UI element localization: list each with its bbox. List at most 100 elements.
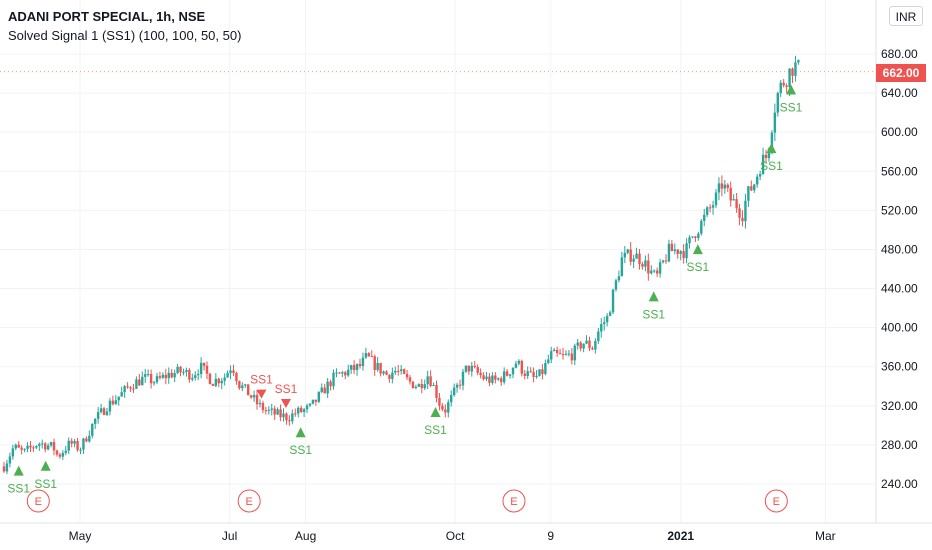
candle-body: [149, 374, 153, 384]
candle-body: [405, 373, 409, 378]
candle-body: [485, 376, 488, 380]
candle-body: [223, 377, 226, 381]
candle-body: [738, 208, 741, 218]
candle-body: [67, 440, 70, 451]
chart-title: ADANI PORT SPECIAL, 1h, NSE: [8, 9, 206, 24]
candle-body: [644, 260, 647, 267]
candle-body: [794, 62, 797, 76]
candle-body: [182, 372, 185, 374]
candle-body: [135, 379, 138, 389]
candle-body: [526, 371, 529, 376]
candle-body: [270, 408, 273, 410]
candle-body: [14, 444, 17, 449]
candle-body: [99, 408, 103, 413]
candle-body: [141, 376, 144, 386]
price-axis[interactable]: 680.00 640.00 600.00 560.00 520.00 480.00 440.…: [881, 47, 918, 491]
candle-body: [603, 322, 606, 325]
candle-body: [658, 262, 662, 274]
candle-body: [323, 387, 326, 394]
candle-body: [532, 371, 535, 377]
candle-body: [55, 450, 59, 455]
time-tick-label: May: [69, 529, 92, 543]
candle-body: [502, 371, 506, 383]
candle-body: [408, 377, 412, 382]
candle-body: [561, 354, 565, 356]
candle-body: [726, 184, 729, 188]
candle-body: [379, 362, 382, 374]
candle-body: [497, 378, 500, 380]
candle-body: [341, 372, 344, 374]
candle-body: [167, 372, 170, 379]
candle-body: [717, 183, 721, 193]
candle-body: [370, 356, 373, 358]
candle-body: [550, 351, 553, 360]
earnings-marker-label: E: [773, 496, 780, 508]
candle-body: [508, 374, 512, 376]
candle-body: [117, 396, 120, 401]
candle-body: [276, 409, 279, 415]
candle-body: [620, 257, 624, 277]
candle-body: [767, 148, 771, 159]
candle-body: [594, 341, 597, 350]
candle-body: [367, 353, 371, 357]
candle-body: [376, 362, 379, 371]
candle-body: [70, 440, 73, 444]
candle-body: [5, 463, 9, 472]
candle-body: [297, 407, 300, 414]
candle-body: [661, 260, 665, 263]
earnings-marker-icon: [26, 489, 50, 513]
candle-body: [191, 378, 194, 380]
candle-body: [464, 365, 468, 372]
candle-body: [238, 381, 241, 389]
time-axis[interactable]: May Jul Aug Oct 9 2021 Mar: [69, 529, 836, 543]
candle-body: [11, 448, 15, 457]
candle-body: [332, 372, 335, 387]
candle-body: [555, 349, 559, 354]
candle-body: [655, 270, 659, 274]
candle-body: [255, 395, 259, 405]
candle-body: [435, 385, 438, 398]
candle-body: [664, 260, 668, 262]
candle-body: [703, 214, 706, 221]
time-tick-label: Mar: [815, 529, 836, 543]
buy-signal-marker: [13, 465, 24, 476]
candle-body: [411, 381, 415, 389]
candle-body: [373, 356, 376, 371]
candle-body: [741, 217, 744, 222]
candle-body: [235, 372, 238, 382]
buy-signal-marker: [40, 460, 51, 471]
candle-body: [317, 392, 321, 402]
candle-body: [529, 371, 532, 373]
candle-body: [102, 408, 106, 415]
candle-body: [120, 392, 123, 397]
candle-body: [108, 400, 112, 412]
candle-body: [114, 400, 118, 405]
currency-button[interactable]: INR: [889, 6, 923, 26]
candle-body: [755, 176, 759, 185]
buy-signal-marker: [786, 84, 797, 95]
time-tick-label: Oct: [446, 529, 465, 543]
indicator-legend[interactable]: Solved Signal 1 (SS1) (100, 100, 50, 50): [8, 28, 242, 43]
candle-body: [161, 374, 165, 378]
candle-body: [85, 438, 88, 442]
candle-body: [232, 370, 235, 373]
candle-body: [482, 375, 485, 380]
candle-body: [17, 444, 20, 448]
candle-body: [700, 220, 703, 234]
candle-body: [723, 184, 727, 189]
candle-body: [782, 82, 785, 86]
candle-body: [426, 376, 429, 385]
earnings-marker-label: E: [510, 496, 517, 508]
candle-body: [720, 183, 724, 189]
candle-body: [308, 403, 312, 406]
candle-body: [635, 253, 638, 259]
buy-signal-label: SS1: [424, 423, 447, 437]
price-tick-label: 680.00: [881, 47, 918, 61]
buy-signal-marker: [295, 427, 306, 438]
candle-body: [488, 376, 491, 383]
candle-body: [229, 370, 232, 374]
buy-signal-marker: [648, 291, 659, 302]
